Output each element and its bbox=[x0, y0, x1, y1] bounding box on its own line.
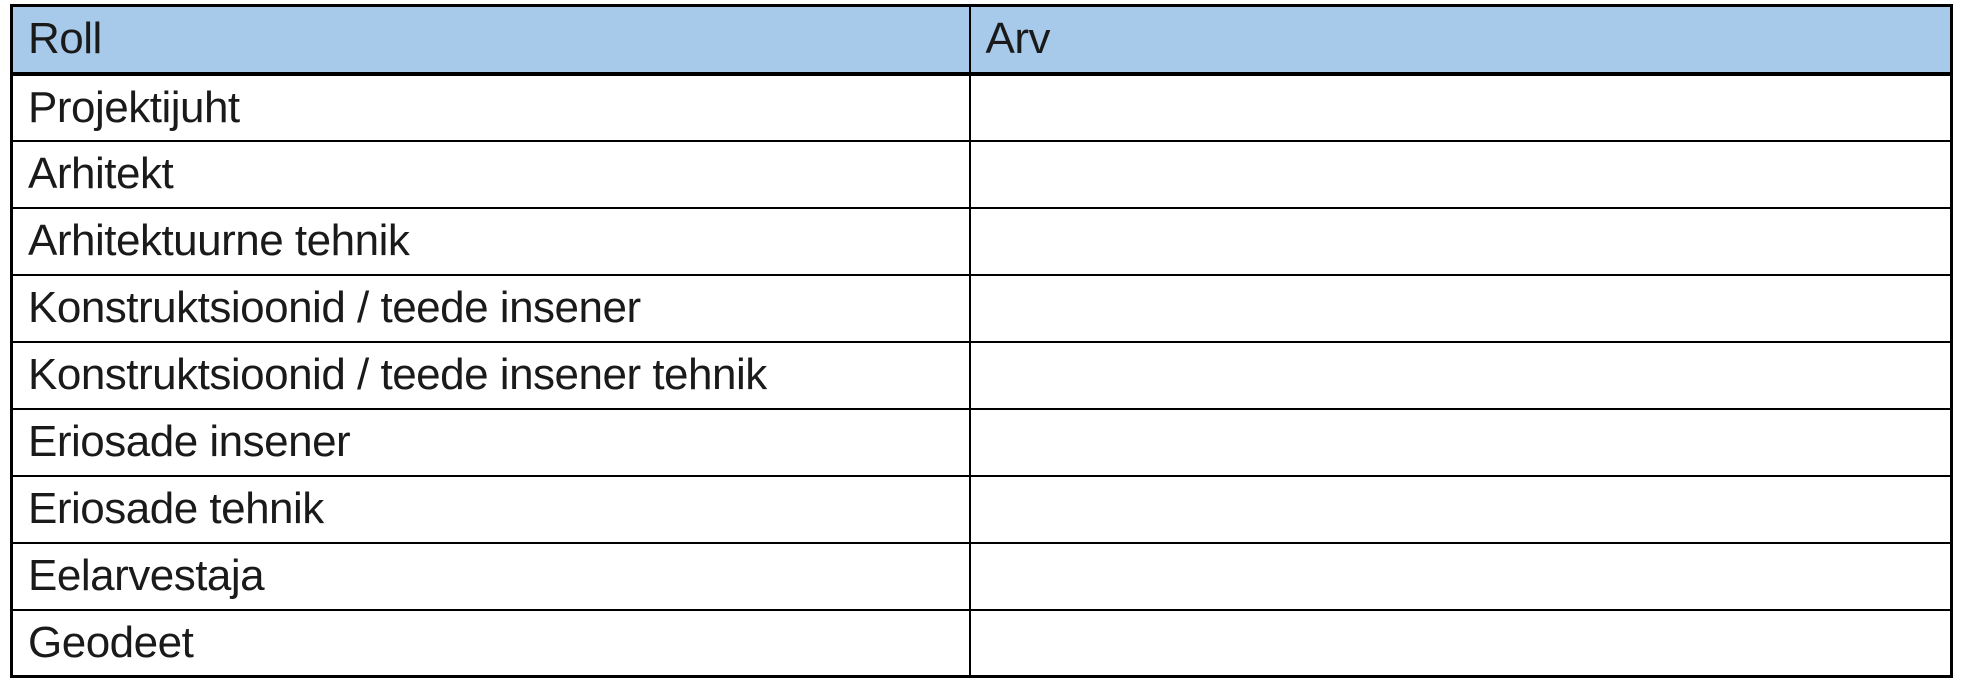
role-cell[interactable]: Arhitekt bbox=[10, 139, 971, 209]
table-row: Eriosade tehnik bbox=[10, 474, 1953, 544]
value-cell[interactable] bbox=[968, 407, 1953, 477]
table-row: Eriosade insener bbox=[10, 407, 1953, 477]
table-row: Projektijuht bbox=[10, 72, 1953, 142]
role-cell[interactable]: Konstruktsioonid / teede insener tehnik bbox=[10, 340, 971, 410]
role-cell[interactable]: Konstruktsioonid / teede insener bbox=[10, 273, 971, 343]
value-cell[interactable] bbox=[968, 608, 1953, 678]
role-cell[interactable]: Eelarvestaja bbox=[10, 541, 971, 611]
roles-table: Roll Arv Projektijuht Arhitekt Arhitektu… bbox=[10, 4, 1953, 678]
role-cell[interactable]: Eriosade insener bbox=[10, 407, 971, 477]
value-cell[interactable] bbox=[968, 340, 1953, 410]
roles-table-header: Roll Arv bbox=[10, 4, 1953, 76]
header-cell-roll[interactable]: Roll bbox=[10, 4, 971, 76]
table-row: Konstruktsioonid / teede insener bbox=[10, 273, 1953, 343]
table-row: Arhitekt bbox=[10, 139, 1953, 209]
header-cell-arv[interactable]: Arv bbox=[968, 4, 1953, 76]
table-row: Eelarvestaja bbox=[10, 541, 1953, 611]
role-cell[interactable]: Projektijuht bbox=[10, 72, 971, 142]
roles-table-container: Roll Arv Projektijuht Arhitekt Arhitektu… bbox=[10, 4, 1953, 678]
role-cell[interactable]: Geodeet bbox=[10, 608, 971, 678]
role-cell[interactable]: Arhitektuurne tehnik bbox=[10, 206, 971, 276]
table-row: Konstruktsioonid / teede insener tehnik bbox=[10, 340, 1953, 410]
value-cell[interactable] bbox=[968, 474, 1953, 544]
value-cell[interactable] bbox=[968, 72, 1953, 142]
value-cell[interactable] bbox=[968, 206, 1953, 276]
value-cell[interactable] bbox=[968, 541, 1953, 611]
value-cell[interactable] bbox=[968, 273, 1953, 343]
table-row: Geodeet bbox=[10, 608, 1953, 678]
role-cell[interactable]: Eriosade tehnik bbox=[10, 474, 971, 544]
table-body: Projektijuht Arhitekt Arhitektuurne tehn… bbox=[10, 72, 1953, 678]
header-row: Roll Arv bbox=[10, 4, 1953, 76]
value-cell[interactable] bbox=[968, 139, 1953, 209]
table-row: Arhitektuurne tehnik bbox=[10, 206, 1953, 276]
